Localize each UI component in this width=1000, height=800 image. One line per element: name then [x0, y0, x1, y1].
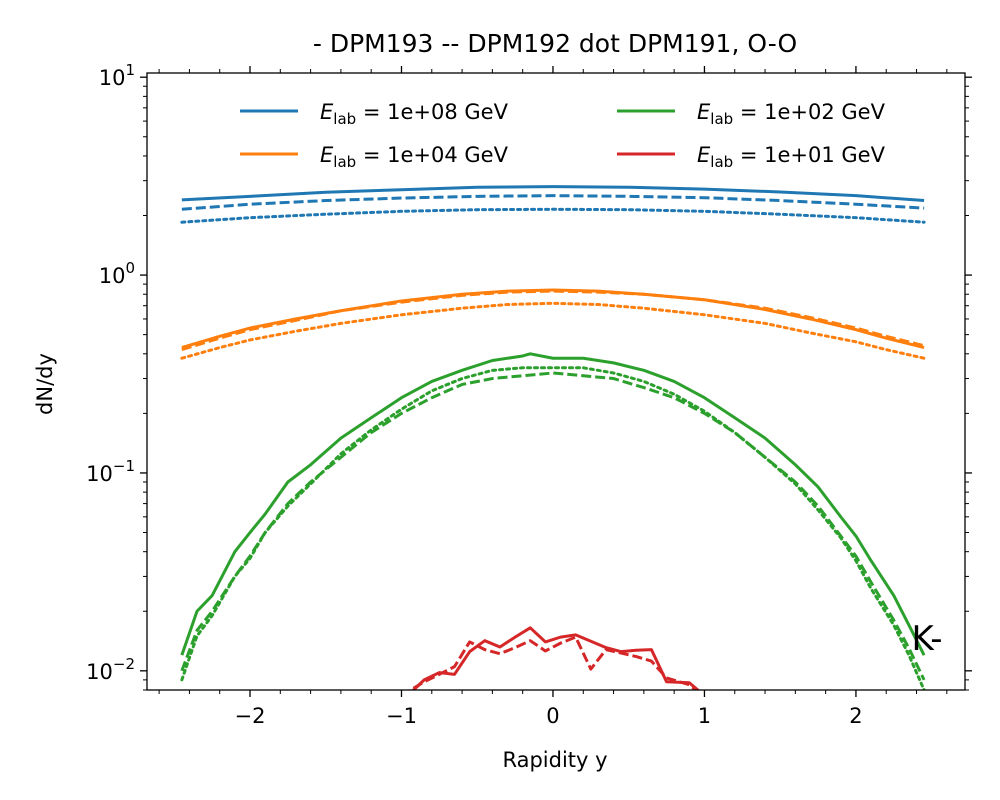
y-axis-label: dN/dy [33, 353, 57, 415]
series-line-1e+02-solid [180, 352, 926, 656]
y-tick-label: 10−1 [86, 457, 135, 486]
x-tick-label: −1 [386, 704, 417, 728]
series-line-1e+02-dotted [180, 366, 926, 690]
series-line-1e+01-dashed [407, 635, 699, 690]
x-axis-label: Rapidity y [502, 748, 607, 772]
x-tick-label: 0 [546, 704, 559, 728]
legend: Elab = 1e+08 GeV Elab = 1e+02 GeV Elab = 1… [240, 100, 886, 171]
plot-frame [146, 72, 966, 691]
series-line-1e+02-dashed [180, 371, 926, 681]
x-tick-label: 1 [698, 704, 711, 728]
series-line-1e+08-dotted [180, 207, 926, 224]
x-tick-label: 2 [849, 704, 862, 728]
legend-label: Elab = 1e+01 GeV [697, 143, 886, 171]
x-tick-label: −2 [235, 704, 266, 728]
legend-label: Elab = 1e+08 GeV [320, 100, 509, 128]
y-tick-label: 10−2 [86, 655, 135, 684]
y-tick-label: 101 [99, 61, 135, 90]
legend-label: Elab = 1e+04 GeV [320, 143, 509, 171]
legend-label: Elab = 1e+02 GeV [697, 100, 886, 128]
series-line-1e+08-dashed [181, 194, 925, 211]
series-line-1e+04-dotted [180, 301, 926, 360]
particle-annotation: K- [912, 619, 943, 659]
plot-area [180, 185, 926, 690]
chart-title: - DPM193 -- DPM192 dot DPM191, O-O [313, 29, 797, 58]
series-line-1e+01-solid [411, 626, 701, 690]
y-tick-label: 100 [99, 259, 135, 288]
axis-ticks: −2 −1 0 1 2 10−2 10−1 100 101 [86, 61, 972, 728]
series-line-1e+08-solid [181, 185, 925, 203]
series-line-1e+04-dashed [181, 289, 925, 352]
